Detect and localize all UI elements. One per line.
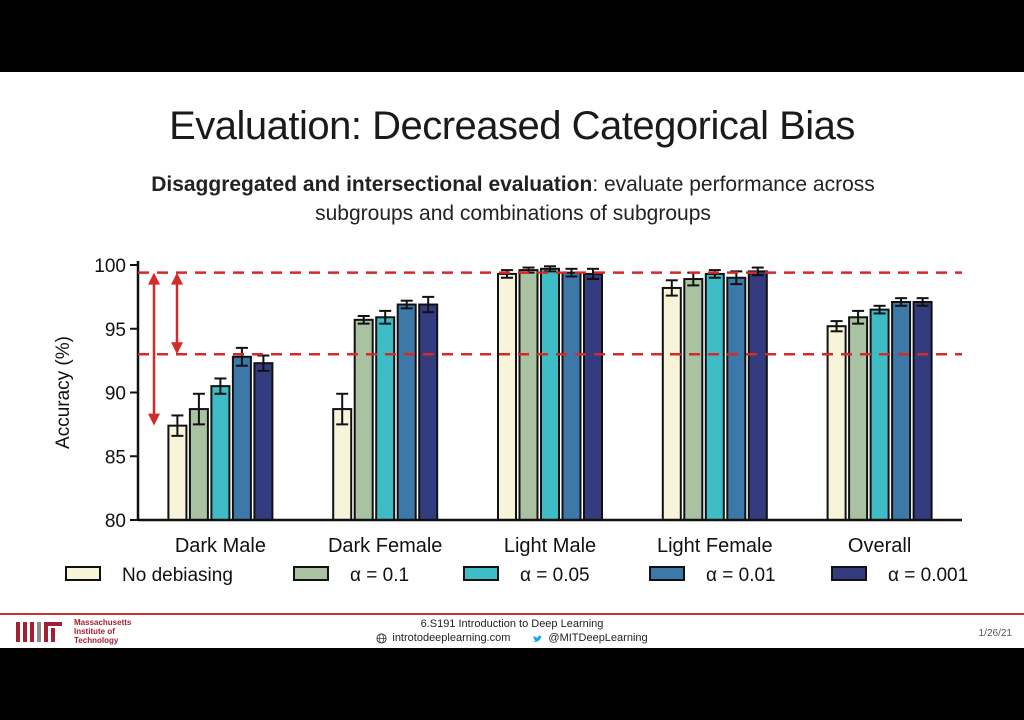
arrow-head bbox=[148, 272, 160, 285]
subtitle-rest: : evaluate performance across subgroups … bbox=[315, 173, 875, 225]
bar bbox=[912, 300, 933, 521]
bar bbox=[167, 424, 188, 521]
bar bbox=[332, 408, 353, 522]
y-tick-label: 95 bbox=[105, 320, 126, 341]
y-axis-label: Accuracy (%) bbox=[53, 336, 74, 449]
bar bbox=[704, 272, 725, 521]
arrow-head bbox=[171, 342, 183, 355]
bar bbox=[497, 272, 517, 521]
bar bbox=[561, 271, 582, 521]
bar bbox=[726, 276, 747, 521]
axes-layer: Dark Male Dark Female Light Male Light Fema… bbox=[53, 256, 962, 557]
mit-logo-icon bbox=[16, 622, 62, 642]
bar bbox=[353, 318, 374, 521]
slide: Evaluation: Decreased Categorical Bias D… bbox=[0, 72, 1024, 648]
globe-icon bbox=[376, 632, 387, 644]
course-name: 6.S191 Introduction to Deep Learning bbox=[420, 618, 604, 630]
y-tick-label: 90 bbox=[105, 384, 126, 405]
bar bbox=[518, 269, 539, 521]
x-tick-label: Light Male bbox=[504, 535, 596, 557]
bar bbox=[583, 272, 603, 521]
slide-title: Evaluation: Decreased Categorical Bias bbox=[169, 104, 855, 148]
legend-swatch bbox=[463, 566, 499, 581]
x-tick-label: Dark Female bbox=[328, 535, 442, 557]
x-tick-label: Overall bbox=[848, 535, 911, 557]
x-tick-label: Light Female bbox=[657, 535, 773, 557]
reference-lines-layer bbox=[138, 271, 962, 426]
bar bbox=[848, 316, 869, 521]
y-tick-label: 80 bbox=[105, 511, 126, 532]
bar bbox=[231, 355, 252, 521]
institution-name: Massachusetts Institute of Technology bbox=[74, 618, 132, 645]
slide-date: 1/26/21 bbox=[978, 628, 1012, 639]
bar bbox=[683, 278, 704, 521]
legend-swatch bbox=[293, 566, 329, 581]
bar bbox=[418, 303, 439, 521]
slide-subtitle: Disaggregated and intersectional evaluat… bbox=[100, 170, 926, 228]
bar bbox=[210, 385, 231, 521]
legend-label: α = 0.01 bbox=[706, 565, 776, 586]
website-link[interactable]: introtodeeplearning.com bbox=[376, 632, 510, 644]
bar bbox=[869, 308, 890, 521]
bar bbox=[661, 286, 682, 521]
bar bbox=[747, 270, 768, 521]
legend-label: No debiasing bbox=[122, 565, 233, 586]
footer-links: introtodeeplearning.com @MITDeepLearning bbox=[0, 632, 1024, 644]
y-tick-label: 100 bbox=[94, 256, 126, 277]
bar bbox=[253, 362, 274, 521]
bar bbox=[188, 408, 209, 522]
bar bbox=[375, 316, 396, 521]
x-tick-label: Dark Male bbox=[175, 535, 266, 557]
y-tick-label: 85 bbox=[105, 447, 126, 468]
legend-label: α = 0.05 bbox=[520, 565, 590, 586]
bar bbox=[891, 300, 912, 521]
bar bbox=[396, 303, 417, 521]
subtitle-bold: Disaggregated and intersectional evaluat… bbox=[151, 173, 593, 196]
footer-divider bbox=[0, 613, 1024, 615]
legend-swatch bbox=[65, 566, 101, 581]
legend: No debiasing α = 0.1 α = 0.05 α = 0.01 α = 0… bbox=[65, 565, 968, 586]
twitter-bird-icon bbox=[533, 635, 543, 642]
legend-label: α = 0.001 bbox=[888, 565, 968, 586]
bar bbox=[540, 267, 560, 521]
legend-swatch bbox=[831, 566, 867, 581]
arrow-head bbox=[148, 413, 160, 426]
bar-chart: Dark Male Dark Female Light Male Light Fema… bbox=[53, 256, 968, 586]
website-text: introtodeeplearning.com bbox=[392, 632, 511, 644]
legend-label: α = 0.1 bbox=[350, 565, 409, 586]
twitter-handle: @MITDeepLearning bbox=[548, 632, 648, 644]
bars-layer bbox=[167, 265, 933, 522]
twitter-link[interactable]: @MITDeepLearning bbox=[532, 632, 648, 644]
legend-swatch bbox=[649, 566, 685, 581]
arrow-head bbox=[171, 272, 183, 285]
